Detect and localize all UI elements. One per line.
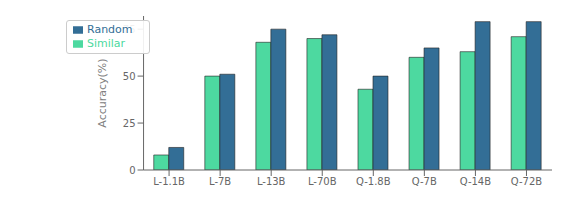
svg-text:L-70B: L-70B	[308, 176, 337, 187]
svg-text:75: 75	[123, 24, 136, 35]
svg-text:Q-14B: Q-14B	[460, 176, 491, 187]
svg-text:L-13B: L-13B	[257, 176, 286, 187]
svg-text:L-1.1B: L-1.1B	[153, 176, 185, 187]
svg-text:50: 50	[123, 71, 136, 82]
svg-text:Q-72B: Q-72B	[511, 176, 542, 187]
svg-text:Q-1.8B: Q-1.8B	[356, 176, 391, 187]
svg-text:Q-7B: Q-7B	[412, 176, 437, 187]
svg-text:0: 0	[129, 165, 135, 176]
svg-text:Accuracy(%): Accuracy(%)	[96, 58, 109, 127]
svg-text:L-7B: L-7B	[209, 176, 231, 187]
svg-text:25: 25	[123, 118, 136, 129]
